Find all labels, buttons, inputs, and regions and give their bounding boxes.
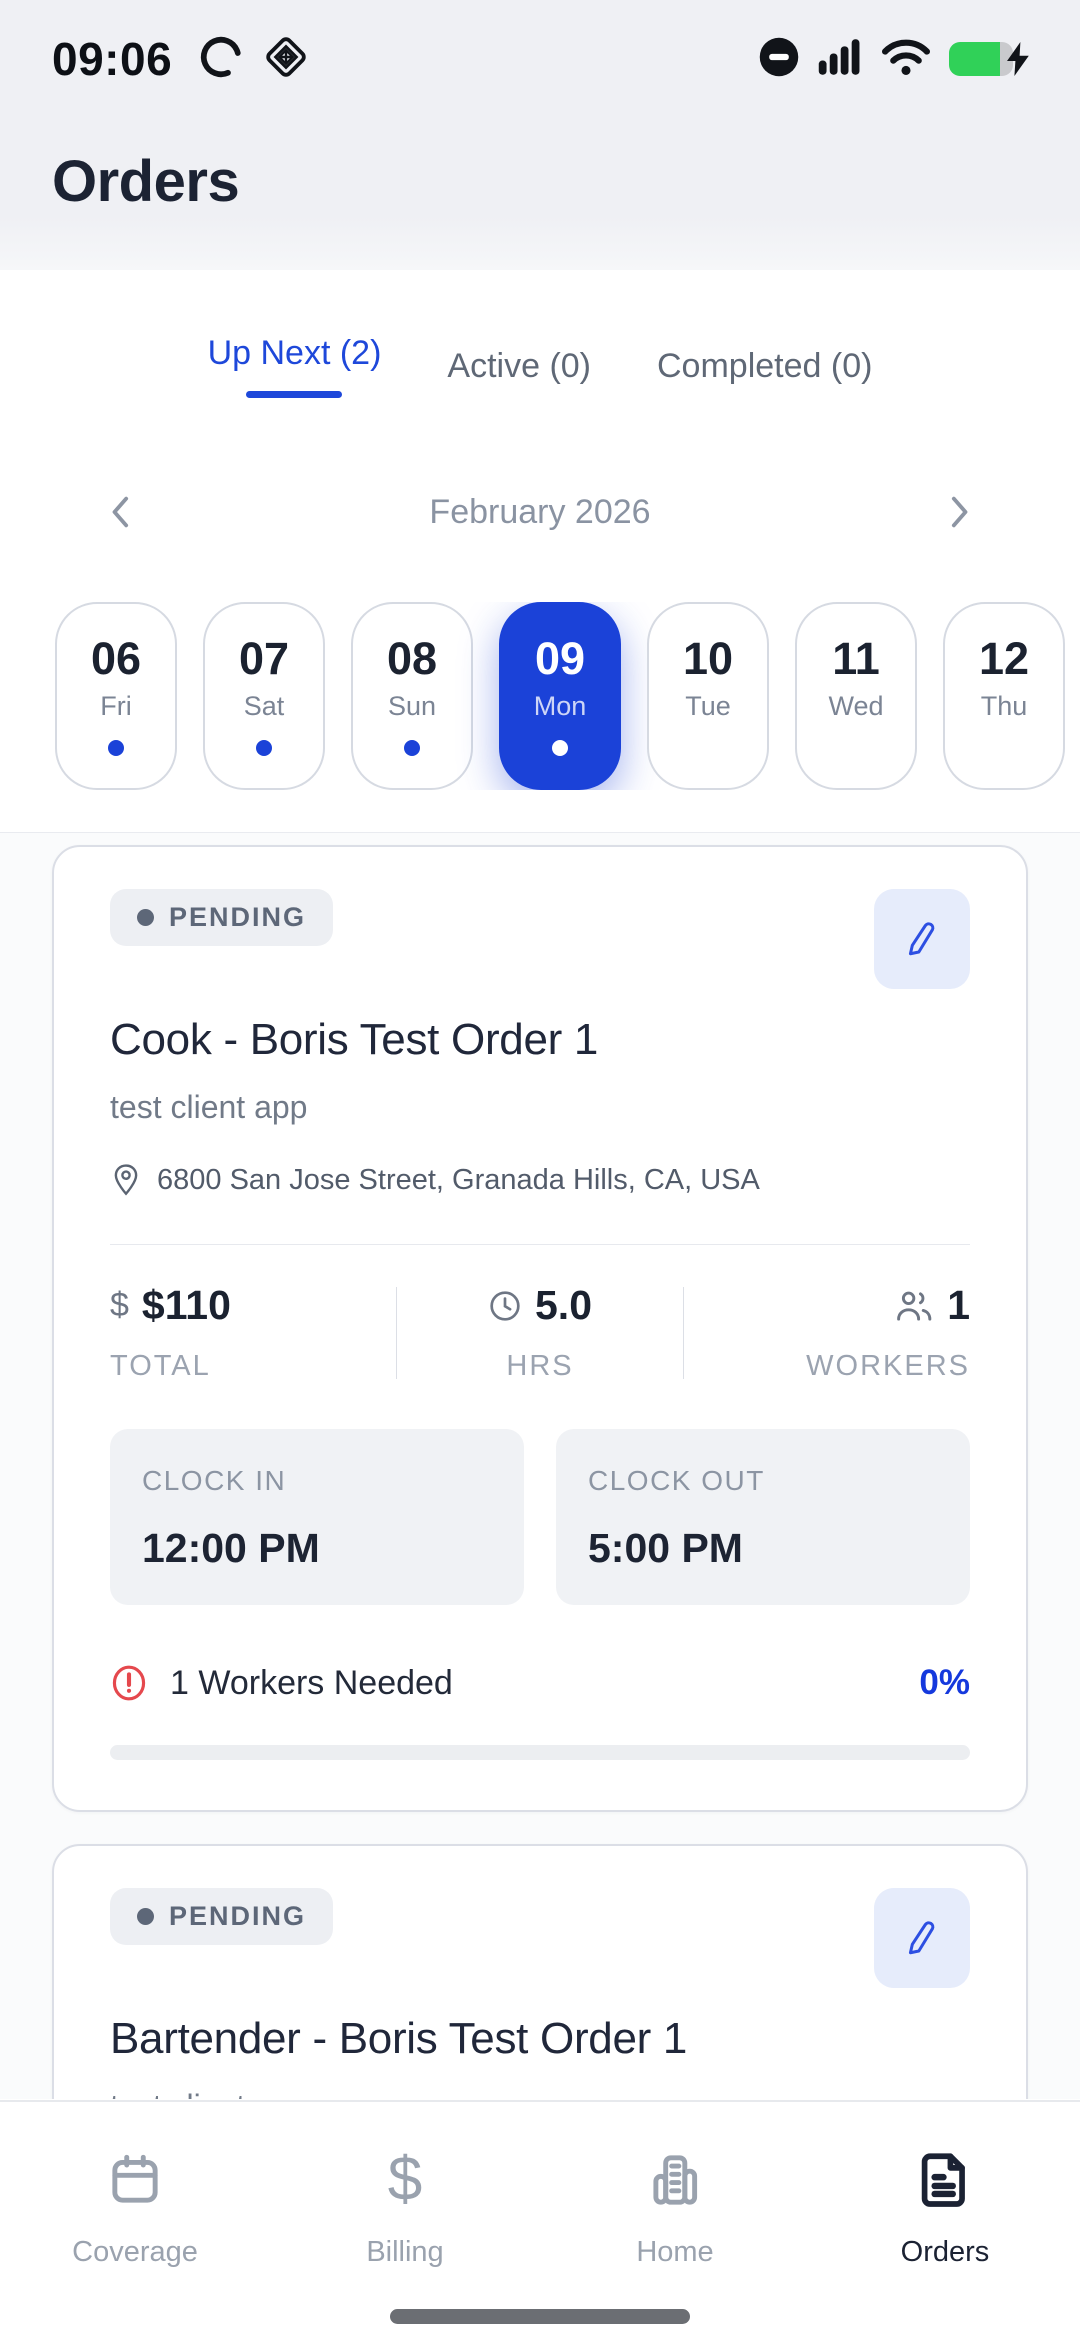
stat-workers: 1 WORKERS xyxy=(806,1282,970,1383)
fill-percentage: 0% xyxy=(919,1663,970,1703)
alert-icon xyxy=(112,1665,146,1701)
order-client: test client app xyxy=(110,2088,970,2099)
divider xyxy=(110,1244,970,1245)
status-dot-icon xyxy=(137,1908,154,1926)
order-title: Cook - Boris Test Order 1 xyxy=(110,1015,599,1064)
clock-in-box: CLOCK IN 12:00 PM xyxy=(110,1429,524,1606)
top-chrome: 09:06 xyxy=(0,0,1080,270)
tab-completed[interactable]: Completed (0) xyxy=(657,320,872,412)
nav-item-billing[interactable]: $ Billing xyxy=(270,2102,540,2340)
order-title: Bartender - Boris Test Order 1 xyxy=(110,2014,688,2064)
clock-icon xyxy=(490,1290,520,1321)
location-pin-icon xyxy=(114,1164,138,1196)
bottom-nav: Coverage $ Billing Home Orders xyxy=(0,2100,1080,2340)
stat-total: $ $110 TOTAL xyxy=(110,1282,231,1383)
building-icon xyxy=(644,2144,706,2216)
status-bar: 09:06 xyxy=(0,0,1080,104)
pencil-icon xyxy=(908,922,935,956)
clock-time: 09:06 xyxy=(52,33,173,85)
home-indicator[interactable] xyxy=(390,2309,690,2324)
nav-item-home[interactable]: Home xyxy=(540,2102,810,2340)
chevron-left-icon[interactable] xyxy=(96,484,148,540)
nav-item-coverage[interactable]: Coverage xyxy=(0,2102,270,2340)
cellular-signal-icon xyxy=(817,37,863,82)
workers-icon xyxy=(897,1291,932,1321)
date-chip-08[interactable]: 08 Sun xyxy=(351,602,473,790)
clock-out-box: CLOCK OUT 5:00 PM xyxy=(556,1429,970,1606)
status-dot-icon xyxy=(137,909,154,926)
do-not-disturb-icon xyxy=(758,36,800,83)
event-dot-icon xyxy=(256,740,272,756)
fill-progress-bar xyxy=(110,1745,970,1761)
wifi-icon xyxy=(880,37,932,82)
edit-order-button[interactable] xyxy=(874,889,970,989)
date-chip-09-selected[interactable]: 09 Mon xyxy=(499,602,621,790)
document-icon xyxy=(914,2144,976,2216)
event-dot-icon xyxy=(552,740,568,756)
event-dot-icon xyxy=(404,740,420,756)
active-tab-underline xyxy=(246,391,343,398)
page-title: Orders xyxy=(52,149,240,214)
status-badge: PENDING xyxy=(110,1888,334,1946)
dollar-icon: $ xyxy=(387,2145,423,2214)
date-chip-11[interactable]: 11 Wed xyxy=(795,602,917,790)
battery-charging-icon xyxy=(949,41,1032,77)
diamond-badge-icon xyxy=(262,33,310,86)
edit-order-button[interactable] xyxy=(874,1888,970,1989)
tab-up-next[interactable]: Up Next (2) xyxy=(208,320,381,412)
calendar-icon xyxy=(104,2144,166,2216)
order-client: test client app xyxy=(110,1089,308,1125)
calendar-section: February 2026 06 Fri 07 Sat 08 Sun xyxy=(0,484,1080,833)
loading-arc-icon xyxy=(198,34,244,85)
order-card-cook[interactable]: PENDING Cook - Boris Test Order 1 test c… xyxy=(52,845,1028,1813)
tab-active[interactable]: Active (0) xyxy=(447,320,591,412)
divider xyxy=(396,1287,397,1380)
workers-needed-text: 1 Workers Needed xyxy=(170,1663,453,1702)
stat-hours: 5.0 HRS xyxy=(397,1282,683,1383)
dollar-icon: $ xyxy=(110,1286,129,1325)
date-chip-12[interactable]: 12 Thu xyxy=(943,602,1065,790)
event-dot-icon xyxy=(108,740,124,756)
nav-item-orders[interactable]: Orders xyxy=(810,2102,1080,2340)
divider xyxy=(683,1287,684,1380)
date-carousel[interactable]: 06 Fri 07 Sat 08 Sun 09 Mon 10 Tue xyxy=(0,602,1080,790)
orders-list[interactable]: PENDING Cook - Boris Test Order 1 test c… xyxy=(0,833,1080,2099)
date-chip-10[interactable]: 10 Tue xyxy=(647,602,769,790)
month-label: February 2026 xyxy=(429,492,651,531)
status-badge: PENDING xyxy=(110,889,334,946)
tab-bar: Up Next (2) Active (0) Completed (0) xyxy=(0,270,1080,412)
pencil-icon xyxy=(908,1921,935,1955)
order-address: 6800 San Jose Street, Granada Hills, CA,… xyxy=(157,1163,760,1196)
order-card-bartender[interactable]: PENDING Bartender - Boris Test Order 1 t… xyxy=(52,1844,1028,2099)
date-chip-07[interactable]: 07 Sat xyxy=(203,602,325,790)
date-chip-06[interactable]: 06 Fri xyxy=(55,602,177,790)
chevron-right-icon[interactable] xyxy=(932,484,984,540)
